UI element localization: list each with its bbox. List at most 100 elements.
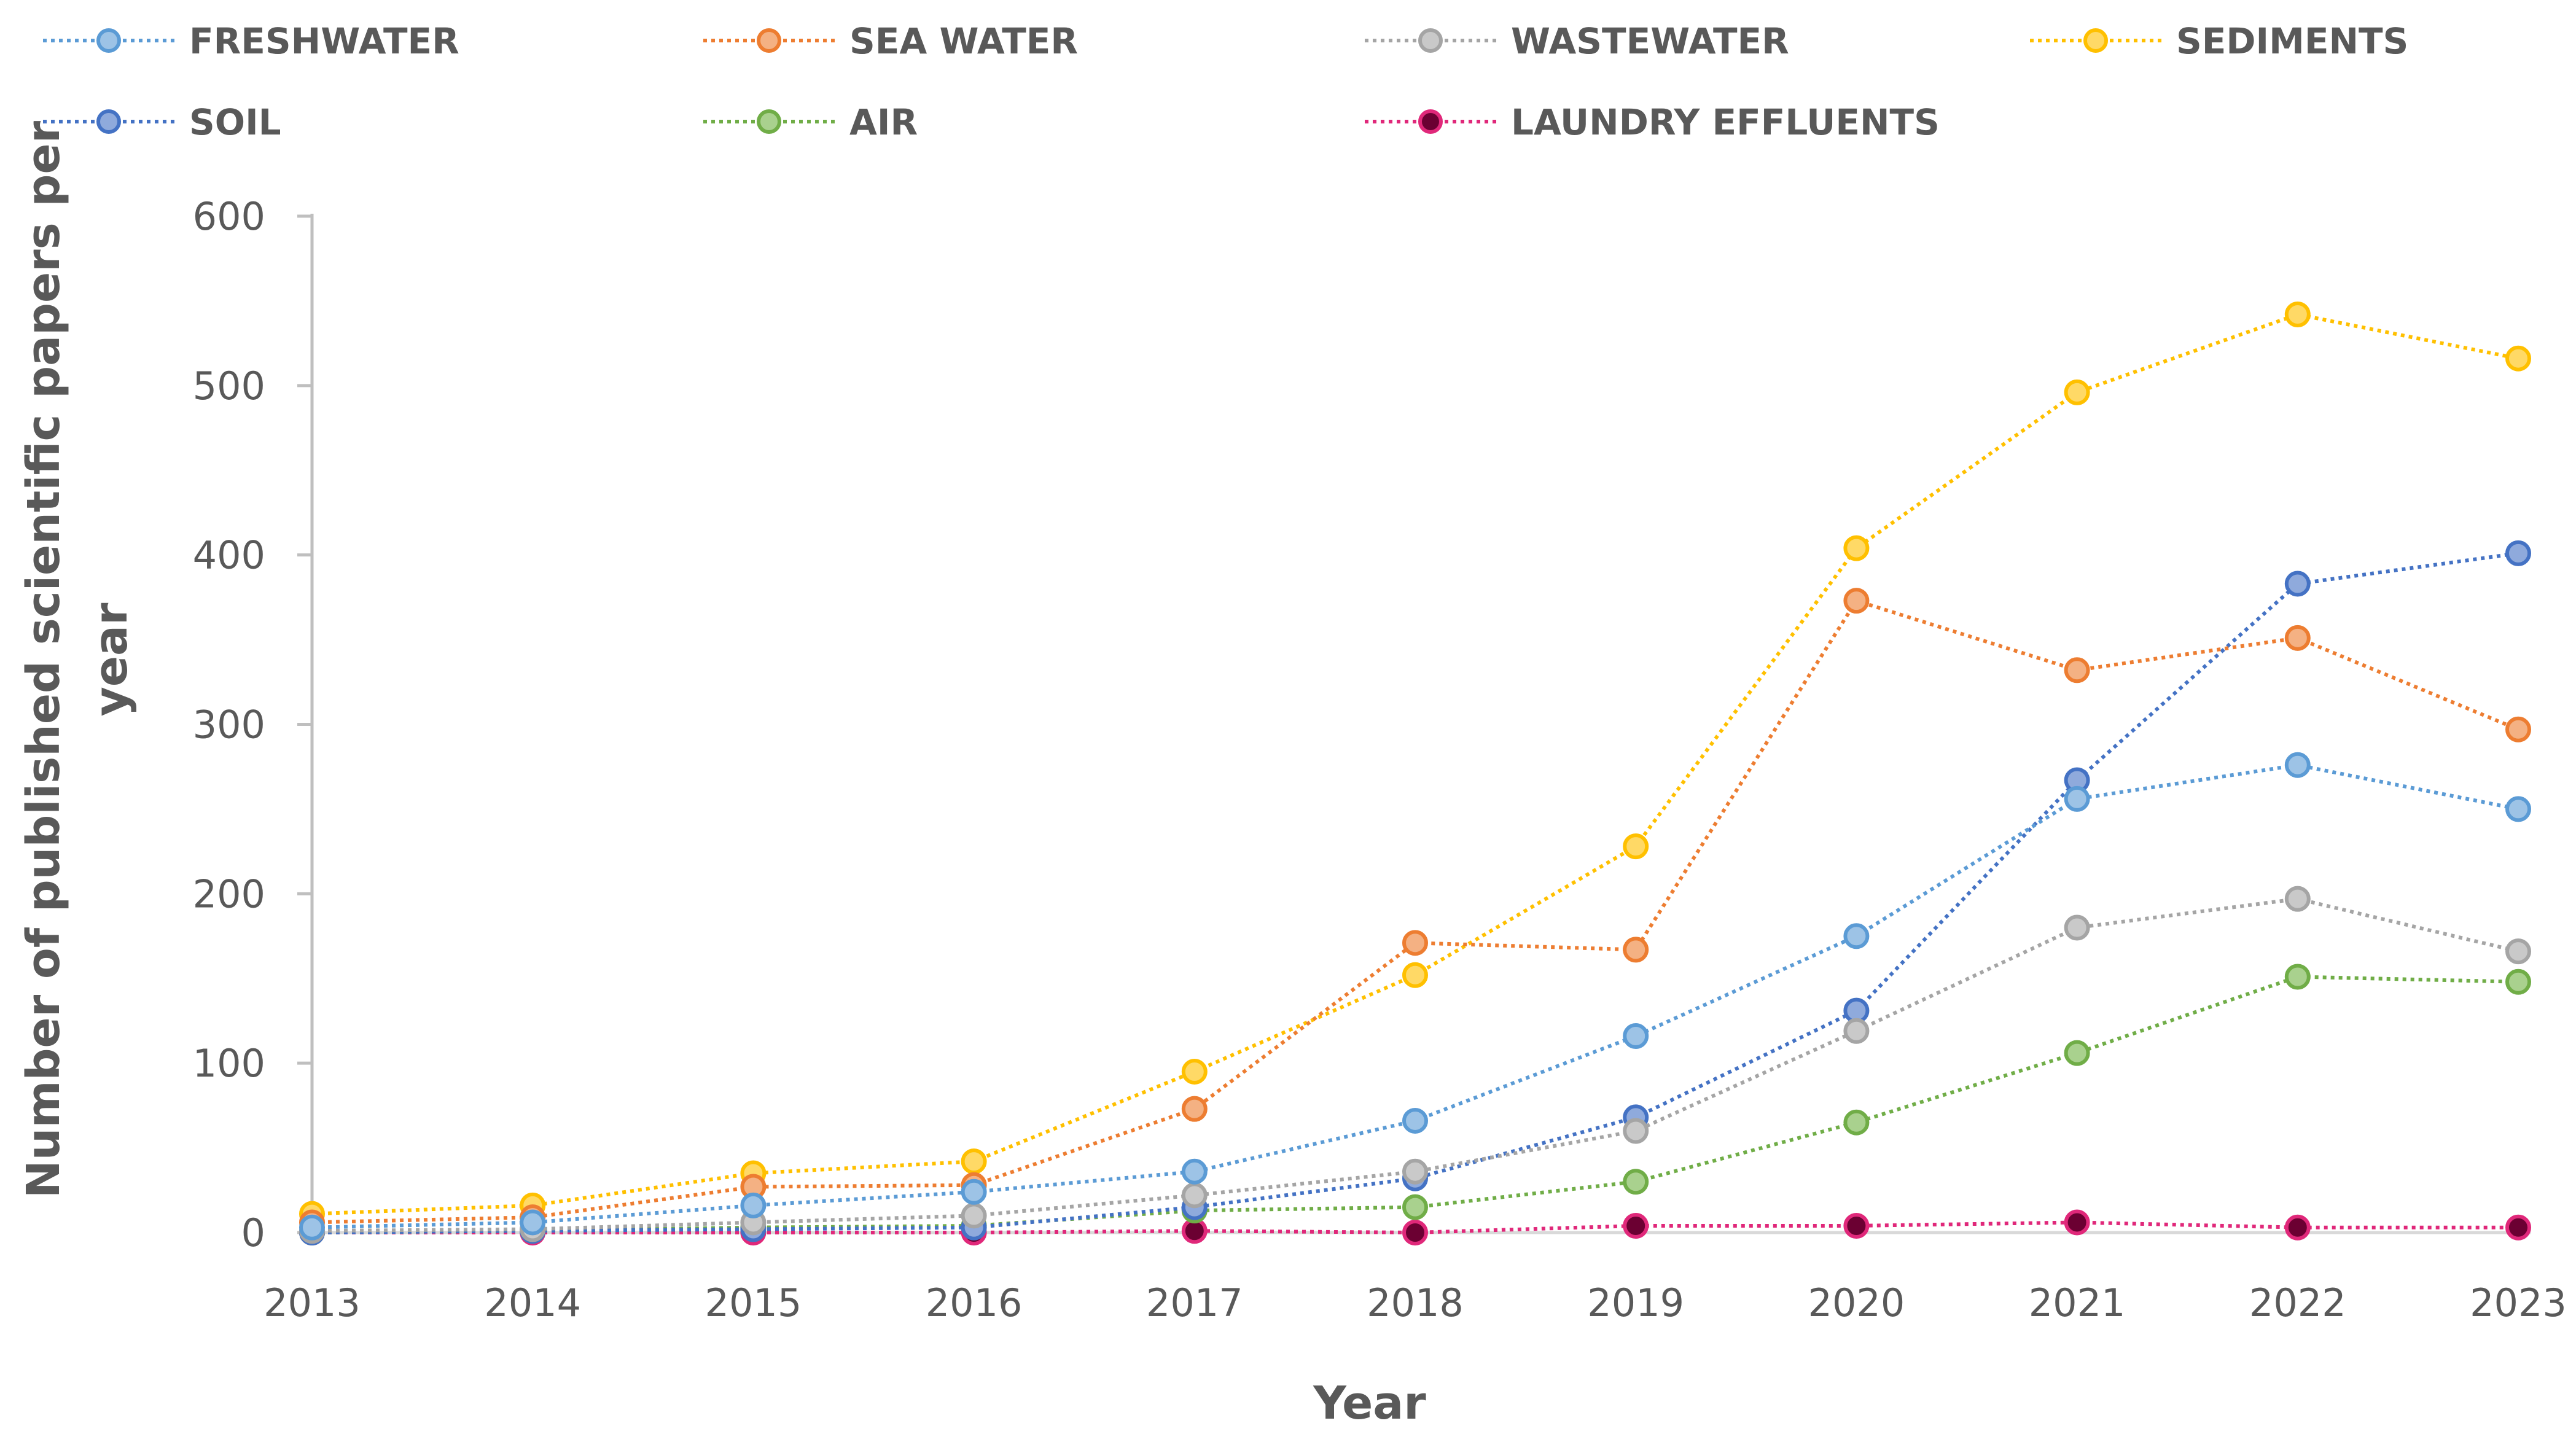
- data-point: [2284, 964, 2311, 990]
- data-point: [1843, 588, 1870, 614]
- data-point: [1843, 1212, 1870, 1239]
- legend-point-marker: [2083, 28, 2108, 53]
- x-tick-label: 2017: [1146, 1280, 1243, 1325]
- data-point: [2064, 657, 2090, 684]
- x-axis-title: Year: [1313, 1377, 1426, 1430]
- data-point: [1402, 962, 1428, 988]
- data-point: [1402, 930, 1428, 956]
- legend-item-freshwater[interactable]: FRESHWATER: [43, 20, 459, 62]
- legend-point-marker: [1418, 109, 1443, 134]
- x-axis-ticks: 2013 2014 2015 2016 2017 2018 2019 2020 2021 2022…: [263, 1280, 2567, 1325]
- data-point: [2064, 914, 2090, 941]
- data-point: [2064, 785, 2090, 812]
- data-point: [1181, 1096, 1208, 1122]
- y-tick-label: 0: [241, 1210, 265, 1255]
- data-point: [1181, 1158, 1208, 1185]
- data-point: [1623, 833, 1649, 860]
- data-point: [2284, 886, 2311, 912]
- series-line-soil: [311, 551, 2519, 1234]
- data-point: [961, 1202, 987, 1229]
- legend-point-marker: [96, 28, 121, 53]
- x-tick-label: 2018: [1367, 1280, 1464, 1325]
- y-tick-label: 100: [193, 1041, 265, 1086]
- series-freshwater: [299, 752, 2531, 1241]
- legend-label: SEDIMENTS: [2176, 20, 2408, 62]
- legend-item-air[interactable]: AIR: [703, 101, 918, 143]
- legend-item-laundry-effluents[interactable]: LAUNDRY EFFLUENTS: [1365, 101, 1940, 143]
- legend-item-soil[interactable]: SOIL: [43, 101, 281, 143]
- y-tick-label: 600: [193, 194, 265, 239]
- legend-item-sediments[interactable]: SEDIMENTS: [2030, 20, 2408, 62]
- data-point: [2064, 1209, 2090, 1236]
- legend-label: SOIL: [189, 101, 281, 143]
- x-tick-label: 2019: [1587, 1280, 1684, 1325]
- series-sediments: [299, 301, 2531, 1227]
- data-point: [961, 1179, 987, 1205]
- series-layer: [299, 301, 2531, 1245]
- y-tick-label: 400: [193, 533, 265, 578]
- x-tick-label: 2014: [484, 1280, 581, 1325]
- data-point: [1843, 1018, 1870, 1044]
- data-point: [2505, 1214, 2531, 1241]
- data-point: [1181, 1058, 1208, 1085]
- data-point: [1623, 937, 1649, 963]
- data-point: [2284, 571, 2311, 597]
- legend-label: LAUNDRY EFFLUENTS: [1511, 101, 1940, 143]
- data-point: [961, 1148, 987, 1175]
- series-air: [299, 964, 2531, 1245]
- series-line-air: [311, 975, 2519, 1234]
- x-tick-label: 2016: [926, 1280, 1023, 1325]
- axes: 0 100 200 300 400 500 600 2013 2014 2015 2016 2017…: [193, 194, 2567, 1325]
- data-point: [740, 1192, 767, 1218]
- y-tick-label: 300: [193, 703, 265, 747]
- data-point: [1623, 1023, 1649, 1050]
- data-point: [2505, 938, 2531, 965]
- legend-label: SEA WATER: [849, 20, 1078, 62]
- data-point: [520, 1209, 546, 1236]
- legend-item-sea-water[interactable]: SEA WATER: [703, 20, 1078, 62]
- series-soil: [299, 540, 2531, 1245]
- series-line-sediments: [311, 312, 2519, 1216]
- legend-label: WASTEWATER: [1511, 20, 1789, 62]
- data-point: [2505, 540, 2531, 566]
- data-point: [2064, 379, 2090, 405]
- data-point: [1402, 1107, 1428, 1134]
- legend-point-marker: [1418, 28, 1443, 53]
- x-tick-label: 2020: [1808, 1280, 1905, 1325]
- data-point: [1623, 1212, 1649, 1239]
- data-point: [1843, 923, 1870, 949]
- y-axis-ticks: 0 100 200 300 400 500 600: [193, 194, 312, 1255]
- data-point: [2505, 345, 2531, 372]
- x-tick-label: 2021: [2029, 1280, 2126, 1325]
- data-point: [2505, 796, 2531, 822]
- y-tick-label: 200: [193, 871, 265, 916]
- data-point: [1623, 1118, 1649, 1144]
- y-tick-label: 500: [193, 364, 265, 408]
- series-line-freshwater: [311, 763, 2519, 1229]
- data-point: [2284, 1214, 2311, 1241]
- x-tick-label: 2013: [263, 1280, 361, 1325]
- data-point: [2284, 625, 2311, 651]
- legend-point-marker: [757, 28, 781, 53]
- legend-label: FRESHWATER: [189, 20, 459, 62]
- data-point: [2505, 968, 2531, 995]
- data-point: [1843, 535, 1870, 561]
- legend: FRESHWATER SEA WATER WASTEWATER SEDIMENTS SO…: [43, 20, 2408, 143]
- data-point: [299, 1214, 325, 1241]
- x-tick-label: 2023: [2470, 1280, 2567, 1325]
- data-point: [1402, 1158, 1428, 1185]
- data-point: [1402, 1194, 1428, 1220]
- data-point: [2064, 1040, 2090, 1066]
- series-line-sea-water: [311, 598, 2519, 1225]
- y-axis-title: Number of published scientific papers pe…: [17, 120, 138, 1198]
- svg-text:Number of published scientific: Number of published scientific papers pe…: [17, 120, 138, 1198]
- data-point: [1623, 1169, 1649, 1195]
- legend-item-wastewater[interactable]: WASTEWATER: [1365, 20, 1789, 62]
- legend-point-marker: [757, 109, 781, 134]
- data-point: [1843, 1109, 1870, 1136]
- data-point: [2284, 301, 2311, 327]
- x-tick-label: 2022: [2249, 1280, 2346, 1325]
- legend-label: AIR: [849, 101, 918, 143]
- data-point: [1402, 1220, 1428, 1245]
